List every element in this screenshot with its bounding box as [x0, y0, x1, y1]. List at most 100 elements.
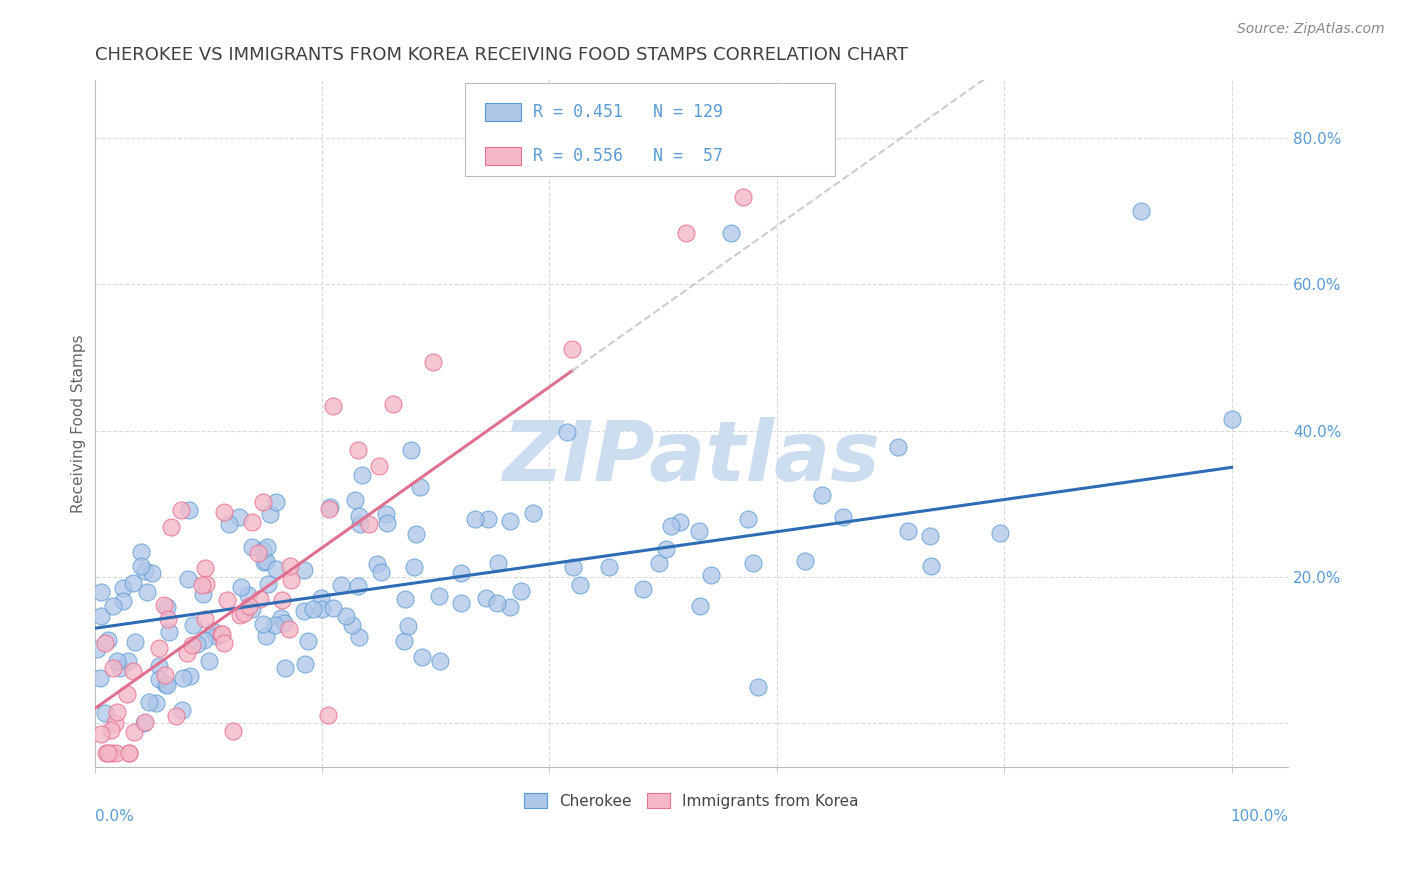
Point	[212, 636, 235, 650]
Point	[101, 661, 124, 675]
Point	[278, 558, 301, 573]
Point	[148, 640, 170, 655]
Text: R = 0.556   N =  57: R = 0.556 N = 57	[533, 147, 723, 165]
Point	[394, 591, 416, 606]
Point	[370, 565, 392, 579]
Point	[97, 746, 120, 760]
Point	[1129, 204, 1152, 219]
Point	[399, 442, 422, 457]
Point	[132, 715, 155, 730]
Point	[270, 611, 292, 625]
Point	[486, 556, 509, 570]
Point	[194, 612, 217, 626]
Point	[700, 567, 723, 582]
Point	[117, 654, 139, 668]
Point	[271, 593, 294, 607]
Point	[179, 669, 201, 683]
Point	[669, 516, 692, 530]
Point	[405, 526, 427, 541]
Point	[510, 584, 533, 599]
Point	[105, 654, 128, 668]
Point	[375, 516, 398, 531]
Point	[485, 596, 508, 610]
Point	[366, 557, 388, 571]
Point	[218, 517, 240, 532]
Point	[347, 509, 370, 524]
Point	[335, 609, 357, 624]
Point	[886, 440, 908, 454]
Point	[222, 724, 245, 739]
Point	[402, 560, 425, 574]
Point	[897, 524, 920, 539]
Point	[141, 566, 163, 580]
Point	[319, 500, 342, 514]
Point	[322, 399, 344, 413]
Point	[170, 703, 193, 717]
Bar	[485, 147, 520, 165]
Point	[242, 540, 264, 554]
Point	[249, 591, 271, 606]
Point	[427, 590, 450, 604]
Point	[254, 628, 277, 642]
Point	[160, 519, 183, 533]
Point	[256, 540, 278, 554]
Point	[169, 503, 191, 517]
Point	[368, 458, 391, 473]
Point	[145, 696, 167, 710]
Point	[450, 596, 472, 610]
Point	[156, 599, 179, 614]
Point	[737, 512, 759, 526]
Point	[86, 641, 108, 656]
Text: Source: ZipAtlas.com: Source: ZipAtlas.com	[1237, 22, 1385, 37]
Point	[264, 494, 287, 508]
Point	[135, 584, 157, 599]
Point	[392, 633, 415, 648]
Point	[134, 714, 156, 729]
Point	[228, 510, 250, 524]
Point	[409, 480, 432, 494]
Point	[124, 634, 146, 648]
Text: CHEROKEE VS IMMIGRANTS FROM KOREA RECEIVING FOOD STAMPS CORRELATION CHART: CHEROKEE VS IMMIGRANTS FROM KOREA RECEIV…	[94, 46, 907, 64]
FancyBboxPatch shape	[464, 83, 835, 176]
Point	[238, 588, 260, 602]
Point	[631, 582, 654, 596]
Point	[211, 627, 233, 641]
Point	[204, 629, 226, 643]
Point	[793, 554, 815, 568]
Point	[148, 672, 170, 686]
Point	[832, 510, 855, 524]
Point	[194, 577, 217, 591]
Point	[340, 617, 363, 632]
Point	[522, 506, 544, 520]
Point	[278, 622, 301, 636]
Point	[240, 601, 263, 615]
Point	[90, 609, 112, 624]
Point	[246, 546, 269, 560]
Point	[229, 608, 252, 623]
Point	[202, 624, 225, 639]
Point	[172, 671, 194, 685]
Point	[198, 654, 221, 668]
Point	[349, 517, 371, 532]
Point	[429, 653, 451, 667]
Point	[254, 554, 277, 568]
Point	[555, 425, 578, 440]
Point	[747, 680, 769, 694]
Point	[252, 616, 274, 631]
Point	[193, 632, 215, 647]
Text: 0.0%: 0.0%	[94, 808, 134, 823]
Point	[108, 661, 131, 675]
Point	[212, 505, 235, 519]
Point	[322, 601, 344, 615]
Point	[90, 726, 112, 740]
Point	[191, 587, 214, 601]
Point	[156, 678, 179, 692]
Point	[292, 604, 315, 618]
Point	[105, 705, 128, 719]
Point	[180, 639, 202, 653]
Point	[153, 599, 176, 613]
Point	[273, 615, 295, 630]
Point	[810, 488, 832, 502]
Point	[229, 580, 252, 594]
Point	[97, 632, 120, 647]
